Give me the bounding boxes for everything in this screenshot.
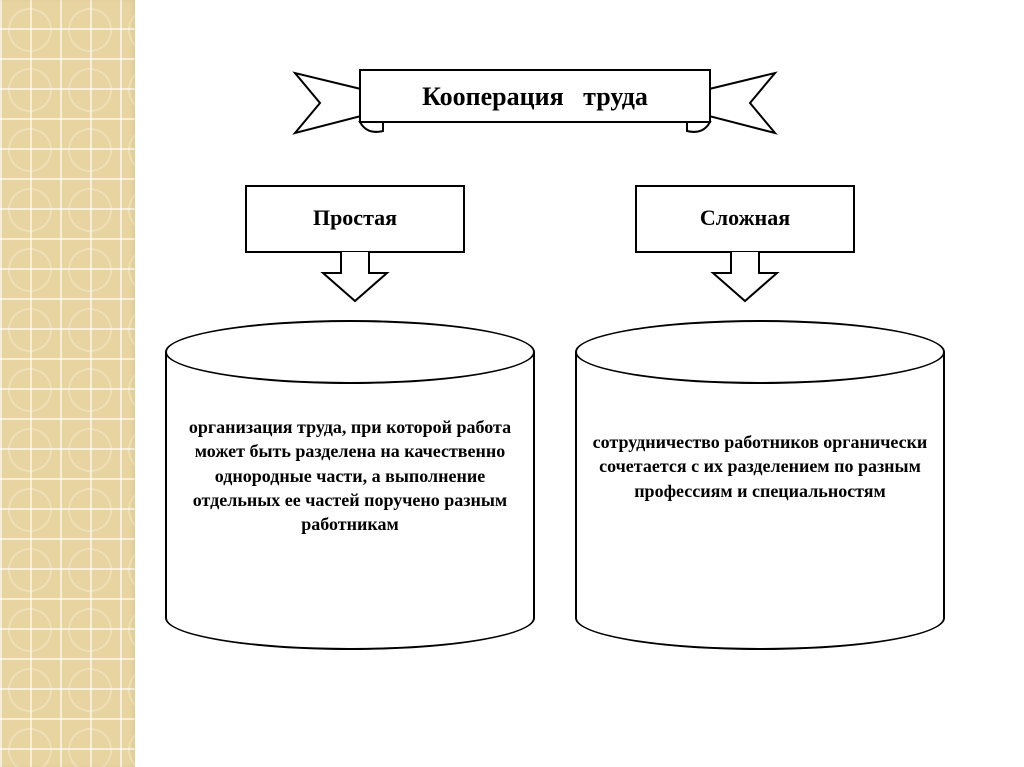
diagram-canvas: Кооперация труда Простая Сложная организ… — [135, 0, 1024, 767]
cylinder-top-ellipse — [575, 320, 945, 384]
title-text: Кооперация труда — [285, 49, 785, 144]
title-banner: Кооперация труда — [285, 55, 785, 150]
cylinder-text-simple: организация труда, при которой работа мо… — [177, 415, 523, 536]
cylinder-simple: организация труда, при которой работа мо… — [165, 320, 535, 650]
cylinder-text-complex: сотрудничество работников органически со… — [587, 430, 933, 503]
cylinder-complex: сотрудничество работников органически со… — [575, 320, 945, 650]
down-arrow-icon — [245, 253, 465, 303]
branch-box-complex: Сложная — [635, 185, 855, 303]
sidebar-pattern — [0, 0, 135, 767]
branch-box-simple: Простая — [245, 185, 465, 303]
branch-label-simple: Простая — [245, 185, 465, 253]
cylinder-top-ellipse — [165, 320, 535, 384]
branch-label-complex: Сложная — [635, 185, 855, 253]
down-arrow-icon — [635, 253, 855, 303]
